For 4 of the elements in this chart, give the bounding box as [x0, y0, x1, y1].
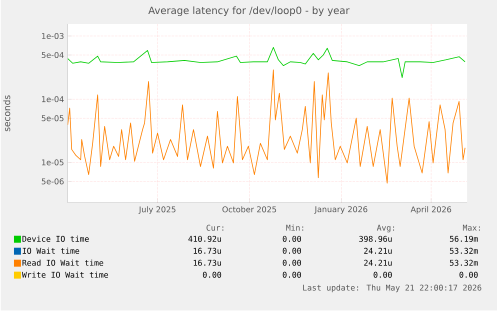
y-axis-title: seconds	[3, 96, 10, 132]
line-series	[68, 70, 466, 184]
chart-title: Average latency for /dev/loop0 - by year	[148, 6, 350, 16]
line-series	[68, 47, 466, 78]
